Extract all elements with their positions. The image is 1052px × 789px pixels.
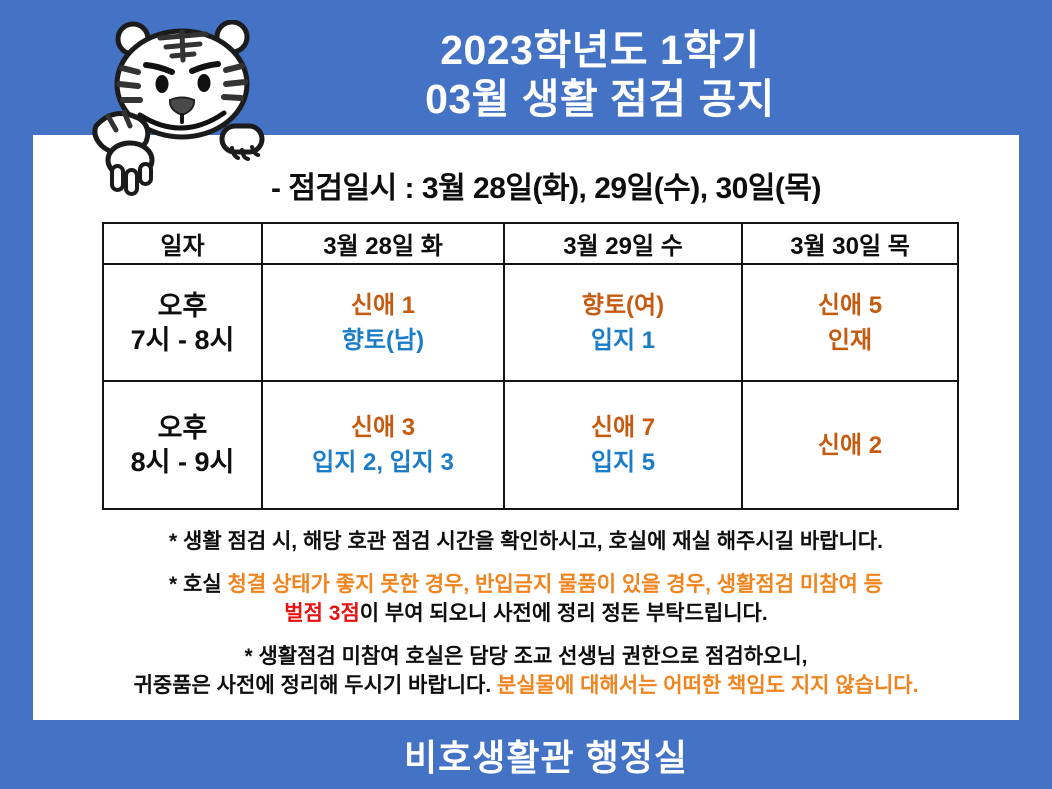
table-header-mar29: 3월 29일 수 bbox=[505, 224, 743, 265]
notes-section: * 생활 점검 시, 해당 호관 점검 시간을 확인하시고, 호실에 재실 해주… bbox=[33, 527, 1019, 700]
tiger-left-paw bbox=[92, 109, 155, 196]
note-valuables-line1: * 생활점검 미참여 호실은 담당 조교 선생님 권한으로 점검하오니, bbox=[244, 645, 808, 668]
note-penalty-line1: * 호실 청결 상태가 좋지 못한 경우, 반입금지 물품이 있을 경우, 생활… bbox=[43, 570, 1009, 599]
note-attendance: * 생활 점검 시, 해당 호관 점검 시간을 확인하시고, 호실에 재실 해주… bbox=[169, 530, 883, 553]
content-panel: - 점검일시 : 3월 28일(화), 29일(수), 30일(목) 일자 3월… bbox=[33, 135, 1019, 720]
note-penalty-line2: 벌점 3점이 부여 되오니 사전에 정리 정돈 부탁드립니다. bbox=[43, 599, 1009, 628]
table-header-mar28: 3월 28일 화 bbox=[263, 224, 505, 265]
building-name: 신애 5 bbox=[817, 291, 883, 319]
time-slot-cell: 오후 8시 - 9시 bbox=[104, 382, 263, 508]
building-name: 향토(남) bbox=[341, 326, 425, 354]
time-line: 오후 bbox=[157, 413, 208, 443]
time-slot-cell: 오후 7시 - 8시 bbox=[104, 265, 263, 382]
building-name: 향토(여) bbox=[581, 291, 665, 319]
table-header-mar30: 3월 30일 목 bbox=[743, 224, 957, 265]
time-line: 8시 - 9시 bbox=[130, 447, 235, 477]
note-text: 이 부여 되오니 사전에 정리 정돈 부탁드립니다. bbox=[359, 602, 768, 625]
note-text-penalty-points: 벌점 3점 bbox=[284, 602, 360, 625]
schedule-cell: 신애 3 입지 2, 입지 3 bbox=[263, 382, 505, 508]
schedule-cell: 신애 5 인재 bbox=[743, 265, 957, 382]
building-name: 입지 5 bbox=[590, 449, 656, 476]
building-name: 신애 2 bbox=[817, 431, 883, 459]
tiger-mascot-icon bbox=[92, 20, 265, 196]
building-name: 입지 2, 입지 3 bbox=[312, 449, 454, 476]
page-title: 2023학년도 1학기 03월 생활 점검 공지 bbox=[150, 26, 1050, 124]
page-title-line2: 03월 생활 점검 공지 bbox=[425, 76, 775, 122]
schedule-table: 일자 3월 28일 화 3월 29일 수 3월 30일 목 오후 7시 - 8시… bbox=[102, 222, 959, 510]
note-text: * 호실 bbox=[169, 573, 228, 596]
inspection-date-line: - 점검일시 : 3월 28일(화), 29일(수), 30일(목) bbox=[271, 172, 822, 205]
time-line: 오후 bbox=[157, 290, 208, 321]
building-name: 신애 7 bbox=[590, 414, 656, 441]
note-penalty: * 호실 청결 상태가 좋지 못한 경우, 반입금지 물품이 있을 경우, 생활… bbox=[43, 570, 1009, 628]
table-header-date: 일자 bbox=[104, 224, 263, 265]
building-name: 신애 3 bbox=[350, 414, 416, 441]
note-text: 귀중품은 사전에 정리해 두시기 바랍니다. bbox=[133, 674, 498, 697]
note-text-highlight: 청결 상태가 좋지 못한 경우, 반입금지 물품이 있을 경우, 생활점검 미참… bbox=[227, 573, 883, 596]
tiger-right-paw bbox=[219, 123, 265, 161]
schedule-cell: 신애 7 입지 5 bbox=[505, 382, 743, 508]
schedule-cell: 향토(여) 입지 1 bbox=[505, 265, 743, 382]
building-name: 입지 1 bbox=[590, 326, 656, 354]
page-title-line1: 2023학년도 1학기 bbox=[440, 27, 760, 73]
note-valuables-line2: 귀중품은 사전에 정리해 두시기 바랍니다. 분실물에 대해서는 어떠한 책임도… bbox=[43, 671, 1009, 700]
building-name: 인재 bbox=[827, 326, 873, 354]
time-line: 7시 - 8시 bbox=[130, 324, 235, 355]
note-valuables: * 생활점검 미참여 호실은 담당 조교 선생님 권한으로 점검하오니, 귀중품… bbox=[43, 642, 1009, 700]
note-text-highlight: 분실물에 대해서는 어떠한 책임도 지지 않습니다. bbox=[497, 674, 919, 697]
schedule-cell: 신애 1 향토(남) bbox=[263, 265, 505, 382]
schedule-cell: 신애 2 bbox=[743, 382, 957, 508]
footer-org: 비호생활관 행정실 bbox=[404, 736, 688, 778]
building-name: 신애 1 bbox=[350, 291, 416, 319]
